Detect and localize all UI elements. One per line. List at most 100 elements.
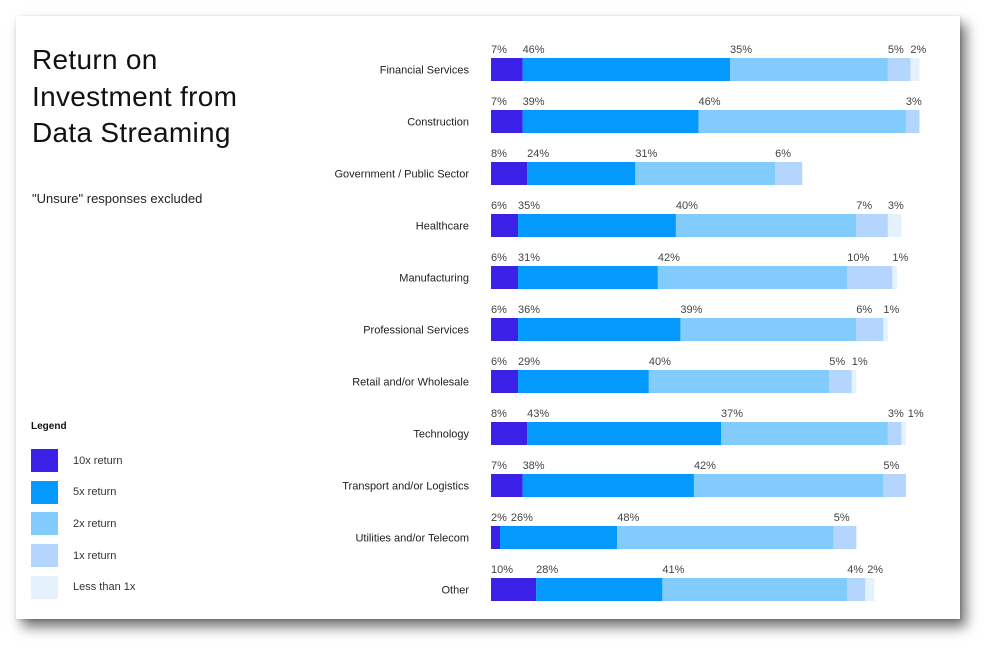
bar-segment-2x-return: [617, 526, 834, 549]
bar-segment-10x-return: [491, 422, 528, 445]
data-label-5x-return: 43%: [527, 408, 549, 420]
bar-segment-2x-return: [693, 474, 884, 497]
data-label-5x-return: 31%: [518, 252, 540, 264]
category-label: Retail and/or Wholesale: [352, 377, 469, 389]
bar-segment-2x-return: [675, 214, 857, 237]
bar-segment-1x-return: [856, 214, 888, 237]
bar-segment-10x-return: [491, 110, 523, 133]
data-label-2x-return: 39%: [680, 304, 702, 316]
category-label: Other: [441, 585, 469, 597]
bar-segment-less-than-1x: [851, 370, 857, 393]
category-label: Professional Services: [363, 325, 469, 337]
data-label-1x-return: 5%: [888, 44, 904, 56]
bar-row-government-public-sector: Government / Public Sector 8% 24% 31% 6%: [334, 148, 803, 185]
data-label-10x-return: 6%: [491, 252, 507, 264]
bar-segment-1x-return: [775, 162, 803, 185]
bar-segment-less-than-1x: [910, 58, 920, 81]
data-label-1x-return: 10%: [847, 252, 869, 264]
legend: Legend 10x return 5x return 2x return 1x…: [31, 421, 135, 603]
bar-segment-10x-return: [491, 474, 523, 497]
bar-row-technology: Technology 8% 43% 37% 3% 1%: [413, 408, 924, 445]
bar-segment-1x-return: [847, 578, 866, 601]
data-label-1x-return: 7%: [856, 200, 872, 212]
bar-segment-5x-return: [527, 422, 722, 445]
data-label-10x-return: 2%: [491, 512, 507, 524]
data-label-2x-return: 48%: [617, 512, 639, 524]
bar-segment-2x-return: [635, 162, 776, 185]
data-label-1x-return: 6%: [775, 148, 791, 160]
chart-subtitle: "Unsure" responses excluded: [32, 191, 203, 206]
data-label-2x-return: 41%: [662, 564, 684, 576]
legend-swatch-2x: [31, 512, 58, 536]
data-label-1x-return: 3%: [888, 408, 904, 420]
data-label-2x-return: 37%: [721, 408, 743, 420]
legend-item-2x: 2x return: [31, 508, 135, 540]
bar-row-construction: Construction 7% 39% 46% 3%: [407, 96, 922, 133]
bar-segment-less-than-1x: [887, 214, 902, 237]
legend-swatch-10x: [31, 449, 58, 473]
data-label-5x-return: 35%: [518, 200, 540, 212]
data-label-5x-return: 24%: [527, 148, 549, 160]
data-label-1x-return: 5%: [829, 356, 845, 368]
data-label-2x-return: 40%: [649, 356, 671, 368]
bar-segment-1x-return: [887, 58, 911, 81]
legend-swatch-1x: [31, 544, 58, 568]
data-label-1x-return: 4%: [847, 564, 863, 576]
bar-segment-5x-return: [500, 526, 618, 549]
bar-segment-5x-return: [518, 318, 681, 341]
bar-segment-10x-return: [491, 266, 519, 289]
bar-segment-1x-return: [905, 110, 920, 133]
chart-title-line-3: Data Streaming: [32, 117, 231, 148]
data-label-10x-return: 10%: [491, 564, 513, 576]
data-label-5x-return: 38%: [523, 460, 545, 472]
legend-title: Legend: [31, 421, 67, 432]
bar-segment-10x-return: [491, 526, 501, 549]
data-label-less-than-1x: 3%: [888, 200, 904, 212]
data-label-5x-return: 29%: [518, 356, 540, 368]
legend-label-1x: 1x return: [73, 549, 117, 562]
bar-segment-10x-return: [491, 162, 528, 185]
bar-segment-2x-return: [721, 422, 888, 445]
bar-segment-2x-return: [730, 58, 888, 81]
data-label-1x-return: 6%: [856, 304, 872, 316]
category-label: Transport and/or Logistics: [342, 481, 469, 493]
bar-segment-less-than-1x: [865, 578, 875, 601]
bar-segment-5x-return: [522, 58, 731, 81]
bar-segment-2x-return: [648, 370, 830, 393]
stacked-bar-chart: Financial Services 7% 46% 35% 5% 2% Constructi…: [334, 44, 927, 601]
data-label-5x-return: 26%: [511, 512, 533, 524]
data-label-1x-return: 3%: [906, 96, 922, 108]
data-label-1x-return: 5%: [883, 460, 899, 472]
data-label-2x-return: 31%: [635, 148, 657, 160]
data-label-less-than-1x: 2%: [910, 44, 926, 56]
bar-row-retail-and-or-wholesale: Retail and/or Wholesale 6% 29% 40% 5% 1%: [352, 356, 868, 393]
bar-segment-10x-return: [491, 578, 537, 601]
bar-segment-1x-return: [829, 370, 852, 393]
data-label-less-than-1x: 1%: [892, 252, 908, 264]
bar-segment-less-than-1x: [901, 422, 906, 445]
bar-segment-1x-return: [856, 318, 884, 341]
category-label: Government / Public Sector: [334, 169, 469, 181]
data-label-10x-return: 7%: [491, 96, 507, 108]
data-label-10x-return: 8%: [491, 148, 507, 160]
bar-segment-5x-return: [518, 370, 649, 393]
bar-segment-less-than-1x: [892, 266, 897, 289]
chart-title-line-2: Investment from: [32, 80, 238, 112]
data-label-5x-return: 46%: [523, 44, 545, 56]
data-label-5x-return: 36%: [518, 304, 540, 316]
chart-title-line-1: Return on: [32, 44, 158, 75]
data-label-10x-return: 7%: [491, 44, 507, 56]
bar-segment-5x-return: [527, 162, 636, 185]
data-label-5x-return: 28%: [536, 564, 558, 576]
legend-item-1x: 1x return: [31, 540, 135, 572]
bar-row-healthcare: Healthcare 6% 35% 40% 7% 3%: [416, 200, 904, 237]
data-label-less-than-1x: 1%: [883, 304, 899, 316]
data-label-less-than-1x: 2%: [867, 564, 883, 576]
bar-segment-1x-return: [883, 474, 906, 497]
chart-title: Return on Investment from Data Streaming: [32, 42, 312, 152]
category-label: Technology: [413, 429, 469, 441]
bar-segment-5x-return: [522, 474, 694, 497]
category-label: Healthcare: [416, 221, 469, 233]
data-label-2x-return: 46%: [698, 96, 720, 108]
chart-card: Return on Investment from Data Streaming…: [16, 16, 960, 619]
